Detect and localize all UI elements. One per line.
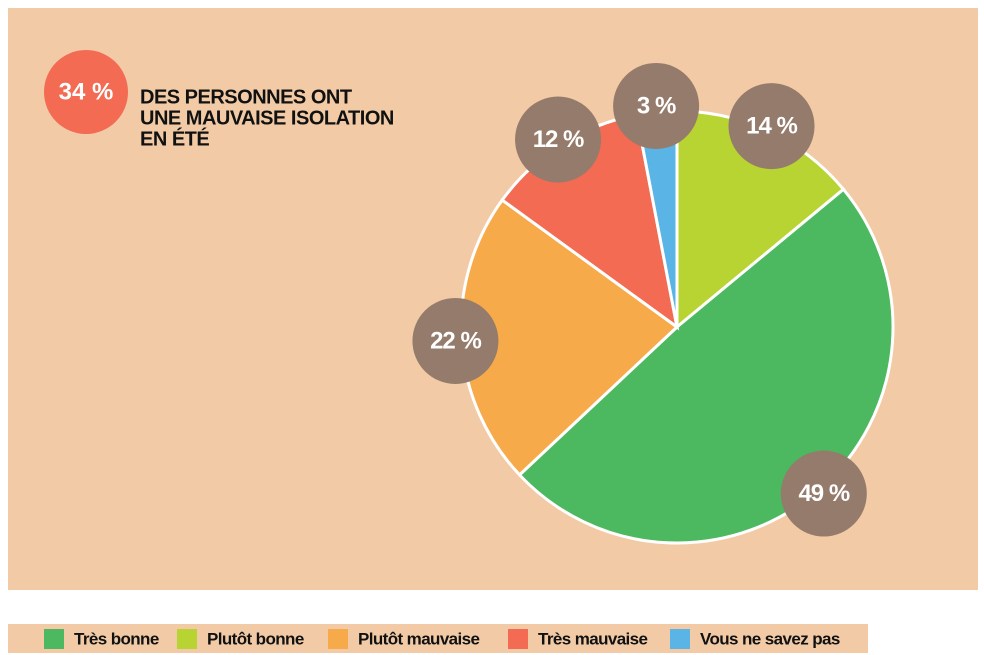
annotation-line: DES PERSONNES ONT [140, 86, 352, 108]
value-label: 14 % [746, 112, 797, 139]
value-label-badge [728, 83, 815, 170]
pie [459, 109, 895, 545]
annotation-line: UNE MAUVAISE ISOLATION [140, 107, 394, 129]
value-label-badge [412, 297, 499, 384]
legend: Très bonne Plutôt bonne Plutôt mauvaise Trè… [44, 629, 840, 649]
annotation-line: EN ÉTÉ [140, 127, 209, 150]
legend-swatch [328, 629, 348, 649]
value-label: 49 % [798, 480, 849, 507]
legend-swatch [508, 629, 528, 649]
legend-swatch [670, 629, 690, 649]
legend-label: Très bonne [74, 629, 159, 648]
legend-label: Très mauvaise [538, 629, 648, 648]
legend-label: Plutôt bonne [207, 629, 304, 648]
value-labels: 14 % 49 % 22 % 12 % 3 % [412, 62, 867, 537]
legend-swatch [177, 629, 197, 649]
value-label-badge [613, 62, 700, 149]
value-label-badge [515, 96, 602, 183]
value-label: 22 % [430, 327, 481, 354]
value-label: 3 % [637, 92, 676, 119]
legend-background [8, 624, 868, 653]
legend-swatch [44, 629, 64, 649]
value-label-badge [780, 450, 867, 537]
legend-label: Plutôt mauvaise [358, 629, 480, 648]
value-label: 12 % [533, 126, 584, 153]
annotation-badge [44, 50, 128, 134]
legend-label: Vous ne savez pas [700, 629, 840, 648]
annotation-value: 34 % [59, 78, 114, 105]
